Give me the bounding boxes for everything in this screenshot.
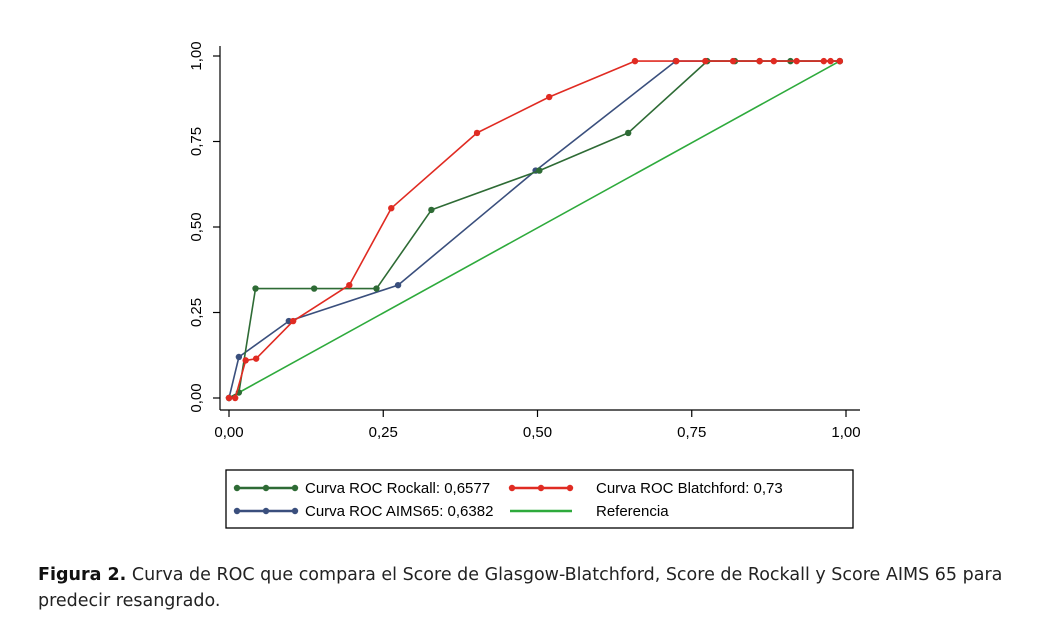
caption-text: Curva de ROC que compara el Score de Gla…: [38, 565, 1003, 611]
legend-marker: [233, 507, 241, 515]
legend-label: Curva ROC Rockall: 0,6577: [305, 480, 490, 497]
data-point: [428, 206, 435, 214]
data-point: [252, 355, 260, 362]
figure-caption: Figura 2. Curva de ROC que compara el Sc…: [38, 562, 1023, 614]
data-point: [242, 357, 249, 364]
data-point: [673, 57, 680, 65]
legend-marker: [233, 484, 241, 492]
legend-marker: [262, 484, 270, 492]
data-point: [373, 285, 380, 292]
x-tick-label: 0,25: [369, 424, 398, 441]
y-tick-label: 0,50: [188, 212, 205, 241]
data-point: [388, 204, 395, 212]
x-tick-label: 0,75: [677, 424, 706, 441]
data-point: [252, 285, 259, 292]
legend-label: Curva ROC Blatchford: 0,73: [596, 480, 783, 497]
data-point: [536, 167, 543, 174]
data-point: [793, 57, 800, 65]
data-point: [820, 57, 827, 65]
legend-marker: [566, 484, 574, 492]
data-point: [231, 394, 239, 402]
legend-marker: [291, 484, 299, 492]
data-point: [702, 57, 709, 65]
legend-marker: [262, 507, 270, 515]
ticks: 0,00 0,25 0,50 0,75 1,00 0,00 0,25 0,50 0,75 1,00: [188, 41, 861, 441]
data-point: [310, 285, 318, 292]
legend-label: Referencia: [596, 503, 669, 520]
x-tick-label: 0,50: [523, 424, 552, 441]
legend-marker: [291, 507, 299, 515]
x-tick-label: 0,00: [214, 424, 243, 441]
roc-chart: 0,00 0,25 0,50 0,75 1,00 0,00 0,25 0,50 0,75 1,00…: [188, 41, 861, 529]
legend: Curva ROC Rockall: 0,6577 Curva ROC Blatc…: [225, 469, 854, 529]
y-tick-label: 0,75: [188, 127, 205, 156]
legend-marker: [508, 484, 516, 492]
series-line: [228, 60, 841, 399]
x-tick-label: 1,00: [831, 424, 860, 441]
y-tick-label: 1,00: [188, 41, 205, 70]
data-point: [225, 394, 233, 402]
data-point: [546, 93, 553, 101]
data-point: [235, 353, 243, 361]
data-point: [836, 57, 844, 65]
data-point: [624, 129, 632, 137]
data-point: [756, 57, 763, 65]
data-point: [631, 57, 639, 65]
axes: [219, 46, 860, 411]
data-point: [289, 317, 297, 325]
data-point: [770, 57, 778, 65]
data-point: [729, 57, 737, 65]
caption-label: Figura 2.: [38, 565, 127, 585]
data-point: [346, 281, 353, 289]
data-point: [473, 129, 481, 137]
plot-area: [225, 57, 844, 402]
legend-label: Curva ROC AIMS65: 0,6382: [305, 503, 493, 520]
legend-marker: [537, 484, 545, 492]
y-tick-label: 0,25: [188, 298, 205, 327]
y-tick-label: 0,00: [188, 383, 205, 412]
data-point: [394, 281, 402, 289]
legend-box: [225, 469, 854, 529]
data-point: [827, 57, 834, 65]
